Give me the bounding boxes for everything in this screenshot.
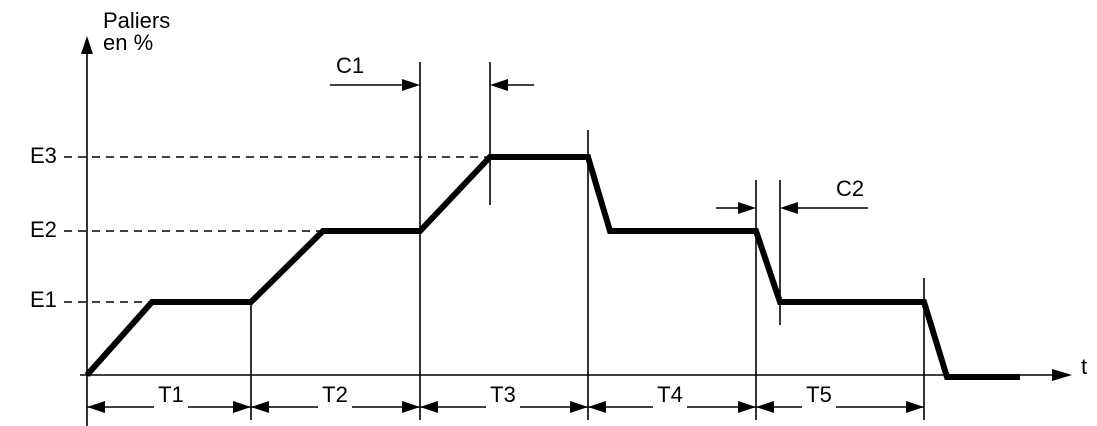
level-label-e1: E1 [30,287,57,312]
period-boundaries [250,62,925,420]
period-label-t3: T3 [490,382,516,407]
period-label-t4: T4 [657,382,683,407]
period-t4-right-arrowhead [738,401,756,413]
period-t5-right-arrowhead [906,401,924,413]
step-profile-line [84,154,1020,380]
x-axis: t [80,354,1087,381]
x-axis-arrowhead [1052,369,1072,381]
period-t4-left-arrowhead [588,401,606,413]
level-label-e3: E3 [30,143,57,168]
ramp-c1-left-arrowhead [402,79,420,91]
ramp-label-c1: C1 [336,53,364,78]
period-t2-right-arrowhead [402,401,420,413]
x-axis-label: t [1081,354,1087,379]
period-t3-label-bg [486,391,520,417]
period-t3-left-arrowhead [420,401,438,413]
period-label-t2: T2 [322,382,348,407]
ramp-c1-right-arrowhead [490,79,508,91]
period-t5-left-arrowhead [756,401,774,413]
y-axis-label-line1: Paliers [103,8,170,33]
period-label-t5: T5 [806,382,832,407]
ramp-annotations: C1 C2 [330,53,868,214]
period-t2-left-arrowhead [251,401,269,413]
ramp-c2-right-arrowhead [780,202,798,214]
ramp-label-c2: C2 [836,176,864,201]
period-t1-label-bg [154,391,188,417]
period-t1-left-arrowhead [87,401,105,413]
period-t1-right-arrowhead [233,401,251,413]
period-t5-label-bg [802,391,836,417]
period-t4-label-bg [653,391,687,417]
y-axis-arrowhead [81,36,93,54]
period-label-t1: T1 [158,382,184,407]
y-axis: Paliers en % [81,8,170,426]
level-label-e2: E2 [30,217,57,242]
ramp-c2-left-arrowhead [738,202,756,214]
period-t3-right-arrowhead [570,401,588,413]
period-t2-label-bg [318,391,352,417]
y-axis-label-line2: en % [103,30,153,55]
period-dimensions: T1 T2 T3 T4 T5 [87,382,924,417]
